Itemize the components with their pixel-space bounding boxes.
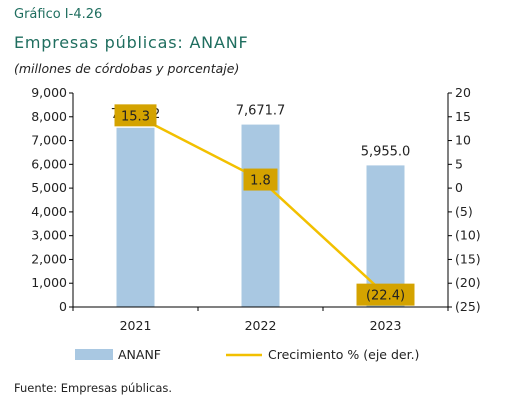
x-tick-label: 2023 xyxy=(370,318,402,333)
bar-value-label: 7,671.7 xyxy=(236,104,286,119)
growth-label-box xyxy=(114,104,157,127)
legend-line-label: Crecimiento % (eje der.) xyxy=(268,347,419,362)
y-left-tick-label: 2,000 xyxy=(31,251,67,266)
growth-label-box xyxy=(243,168,278,191)
legend-bar-label: ANANF xyxy=(118,347,161,362)
growth-value-label: 1.8 xyxy=(250,174,271,189)
bar-2022 xyxy=(241,124,280,308)
chart-subtitle: (millones de córdobas y porcentaje) xyxy=(14,61,240,76)
y-left-tick-label: 6,000 xyxy=(31,156,67,171)
y-left-tick-label: 5,000 xyxy=(31,180,67,195)
growth-label-box xyxy=(356,283,415,306)
y-left-tick-label: 8,000 xyxy=(31,109,67,124)
x-tick-label: 2021 xyxy=(120,318,152,333)
y-right-tick-label: (25) xyxy=(455,299,481,314)
y-left-tick-label: 4,000 xyxy=(31,204,67,219)
y-right-tick-label: (5) xyxy=(455,204,473,219)
y-right-tick-label: (10) xyxy=(455,228,481,243)
y-right-tick-label: 0 xyxy=(455,180,463,195)
chart-title: Empresas públicas: ANANF xyxy=(14,33,249,52)
legend-bar-swatch xyxy=(75,349,113,360)
y-right-tick-label: 5 xyxy=(455,156,463,171)
y-left-tick-label: 1,000 xyxy=(31,275,67,290)
growth-value-label: (22.4) xyxy=(366,289,405,304)
y-left-tick-label: 9,000 xyxy=(31,85,67,100)
y-right-tick-label: (15) xyxy=(455,251,481,266)
x-tick-label: 2022 xyxy=(245,318,277,333)
y-right-tick-label: 20 xyxy=(455,85,471,100)
y-left-tick-label: 7,000 xyxy=(31,133,67,148)
y-right-tick-label: 15 xyxy=(455,109,471,124)
source-note: Fuente: Empresas públicas. xyxy=(14,381,173,395)
bar-2021 xyxy=(116,127,155,307)
chart-number: Gráfico I-4.26 xyxy=(14,7,103,22)
y-right-tick-label: 10 xyxy=(455,133,471,148)
y-left-tick-label: 0 xyxy=(59,299,67,314)
y-right-tick-label: (20) xyxy=(455,275,481,290)
y-left-tick-label: 3,000 xyxy=(31,228,67,243)
growth-value-label: 15.3 xyxy=(121,109,150,124)
bar-value-label: 5,955.0 xyxy=(361,144,411,159)
